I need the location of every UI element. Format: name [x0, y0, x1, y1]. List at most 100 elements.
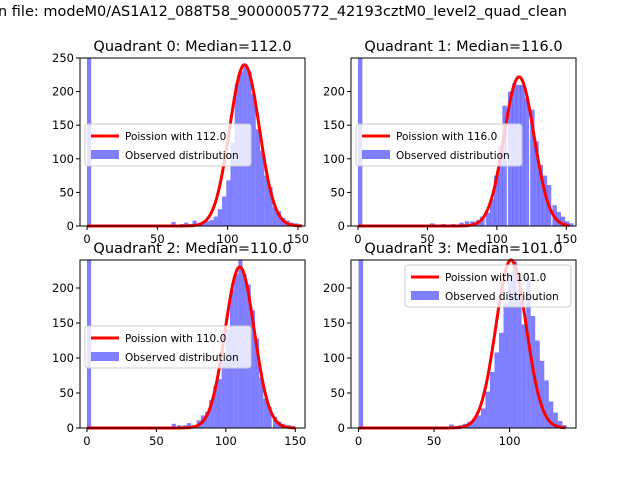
x-tick-label: 100: [486, 232, 508, 246]
figure-suptitle: n file: modeM0/AS1A12_088T58_9000005772_…: [0, 4, 567, 20]
legend-label: Observed distribution: [125, 150, 239, 162]
x-tick-label: 150: [287, 232, 309, 246]
legend-box: [355, 123, 523, 167]
histogram-bar: [250, 310, 255, 428]
y-tick-label: 0: [67, 421, 74, 435]
histogram-bar: [548, 401, 554, 428]
histogram-bar: [171, 221, 176, 226]
histogram-bar: [259, 377, 264, 428]
histogram-bar: [221, 360, 226, 428]
x-tick-label: 150: [284, 434, 306, 448]
histogram-bar: [526, 277, 531, 428]
quadrant-0-chart: 0 50 100 150 0 50 100 150 200 250 Quadrant 0: Medi…: [52, 39, 309, 246]
axes-frame: [79, 57, 306, 227]
x-tick-label: 150: [555, 232, 577, 246]
histogram-bar: [255, 129, 260, 226]
histogram-bar: [498, 146, 503, 226]
histogram-bar: [226, 180, 231, 226]
legend-label: Poission with 101.0: [445, 272, 546, 284]
histogram-bar: [358, 260, 364, 428]
histogram-bar: [255, 338, 260, 428]
x-tick-label: 0: [354, 232, 361, 246]
legend-bar-swatch: [91, 150, 119, 159]
histogram-bar: [263, 398, 268, 428]
histogram-bar: [538, 164, 543, 226]
y-tick-label: 0: [338, 219, 345, 233]
histogram-bar: [217, 209, 223, 226]
histogram-bar: [560, 216, 566, 226]
legend: Poission with 112.0 Observed distribution: [84, 123, 252, 167]
histogram-bar: [184, 222, 189, 226]
histogram-bar: [542, 175, 548, 226]
histogram-bar: [508, 272, 513, 428]
y-tick-label: 200: [323, 281, 345, 295]
histogram-bar: [464, 221, 470, 226]
histogram-bar: [512, 261, 518, 428]
histogram-bar: [489, 372, 495, 428]
y-tick-label: 100: [323, 351, 345, 365]
histogram-bar: [192, 220, 197, 226]
histogram-bar: [217, 379, 222, 428]
histogram-bar: [205, 221, 210, 226]
y-tick-label: 50: [330, 386, 345, 400]
y-tick-label: 50: [330, 185, 345, 199]
x-tick-label: 50: [427, 434, 442, 448]
y-tick-label: 200: [52, 281, 74, 295]
y-tick-label: 250: [52, 51, 74, 65]
y-tick-label: 0: [67, 219, 74, 233]
x-tick-label: 100: [215, 434, 237, 448]
y-tick-label: 150: [323, 316, 345, 330]
y-tick-label: 100: [323, 152, 345, 166]
histogram-bar: [530, 109, 535, 226]
legend-label: Poission with 116.0: [396, 131, 497, 143]
histogram-bar: [209, 400, 214, 428]
legend-label: Observed distribution: [396, 150, 510, 162]
y-tick-label: 150: [52, 316, 74, 330]
x-tick-label: 100: [499, 434, 521, 448]
histogram-bar: [494, 175, 499, 226]
histogram-bar: [476, 415, 481, 428]
histogram-bar: [524, 98, 530, 226]
x-tick-label: 50: [149, 434, 164, 448]
x-tick-label: 100: [217, 232, 239, 246]
y-tick-label: 200: [52, 85, 74, 99]
y-tick-label: 50: [59, 386, 74, 400]
legend-box: [84, 123, 252, 167]
quadrant-title: Quadrant 3: Median=101.0: [364, 241, 562, 257]
histogram-bar: [251, 94, 256, 227]
histogram-bar: [273, 416, 278, 428]
axes-frame: [350, 57, 577, 227]
quadrant-panels: 0 50 100 150 0 50 100 150 200 250 Quadrant 0: Medi…: [52, 39, 577, 448]
histogram-bar: [230, 142, 235, 226]
histogram-bar: [260, 150, 265, 226]
y-tick-label: 200: [323, 85, 345, 99]
x-tick-label: 50: [420, 232, 435, 246]
histogram-bar: [213, 216, 218, 226]
histogram-bar: [494, 352, 499, 428]
histogram-bar: [485, 391, 490, 428]
histogram-bar: [553, 412, 558, 428]
histogram-bar: [521, 324, 527, 428]
histogram-bar: [471, 418, 477, 428]
y-tick-label: 0: [338, 421, 345, 435]
legend-bar-swatch: [362, 150, 390, 159]
histogram-bar: [480, 216, 485, 226]
histogram-bar: [213, 386, 218, 428]
histogram-bar: [276, 211, 282, 226]
histogram-bar: [534, 141, 539, 226]
legend-bar-swatch: [91, 352, 119, 361]
legend-box: [404, 264, 572, 308]
histogram-bar: [520, 84, 525, 226]
legend-label: Poission with 110.0: [125, 333, 226, 345]
quadrant-3-chart: 0 50 100 0 50 100 150 200 Quadrant 3: Median=101…: [323, 241, 577, 448]
x-tick-label: 0: [355, 434, 362, 448]
legend: Poission with 110.0 Observed distribution: [84, 325, 252, 369]
histogram-bar: [186, 423, 192, 428]
histogram-bar: [171, 423, 176, 428]
histogram-bar: [569, 223, 574, 226]
y-tick-label: 150: [52, 118, 74, 132]
quadrant-title: Quadrant 1: Median=116.0: [364, 39, 562, 55]
histogram-bar: [264, 175, 269, 226]
histogram-bar: [485, 212, 491, 226]
